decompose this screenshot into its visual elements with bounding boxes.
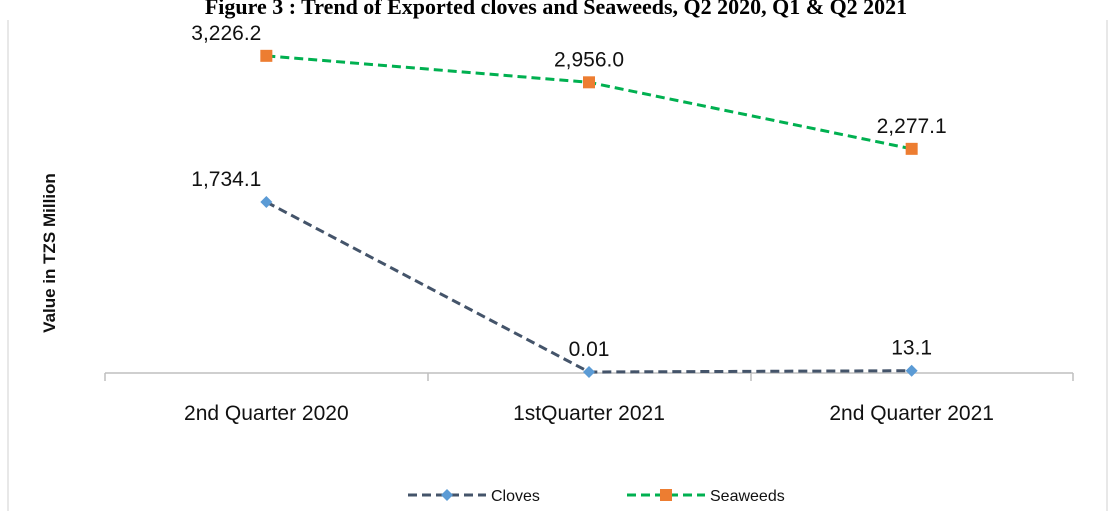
y-axis-label: Value in TZS Million: [40, 173, 59, 333]
data-label: 2,277.1: [877, 115, 947, 138]
data-label: 3,226.2: [191, 22, 261, 45]
data-point: [583, 76, 595, 89]
legend-item-cloves: Cloves: [408, 488, 540, 505]
series-cloves: 1,734.1 0.01 13.1: [191, 168, 932, 378]
data-point: [260, 196, 273, 209]
chart-title: Figure 3 : Trend of Exported cloves and …: [205, 0, 907, 19]
x-tick-label: 2nd Quarter 2020: [184, 402, 349, 425]
legend-marker: [660, 489, 672, 501]
data-label: 0.01: [569, 338, 610, 361]
data-point: [260, 49, 273, 62]
x-tick-label: 2nd Quarter 2021: [829, 402, 994, 425]
x-tick-label: 1stQuarter 2021: [513, 402, 665, 425]
data-label: 13.1: [891, 337, 932, 360]
legend-label: Seaweeds: [710, 488, 785, 505]
series-layer: 1,734.1 0.01 13.1 3,226.2 2,956.0 2,277.1: [191, 22, 947, 378]
x-axis-categories: 2nd Quarter 2020 1stQuarter 2021 2nd Quart…: [184, 402, 994, 425]
data-point: [905, 364, 918, 377]
data-point: [583, 365, 595, 378]
series-seaweeds: 3,226.2 2,956.0 2,277.1: [191, 22, 947, 155]
data-label: 1,734.1: [191, 168, 261, 191]
data-point: [905, 142, 918, 155]
legend-label: Cloves: [491, 488, 540, 505]
legend-marker: [441, 489, 453, 501]
legend-item-seaweeds: Seaweeds: [627, 488, 785, 505]
data-label: 2,956.0: [554, 48, 624, 71]
legend: Cloves Seaweeds: [408, 488, 785, 505]
